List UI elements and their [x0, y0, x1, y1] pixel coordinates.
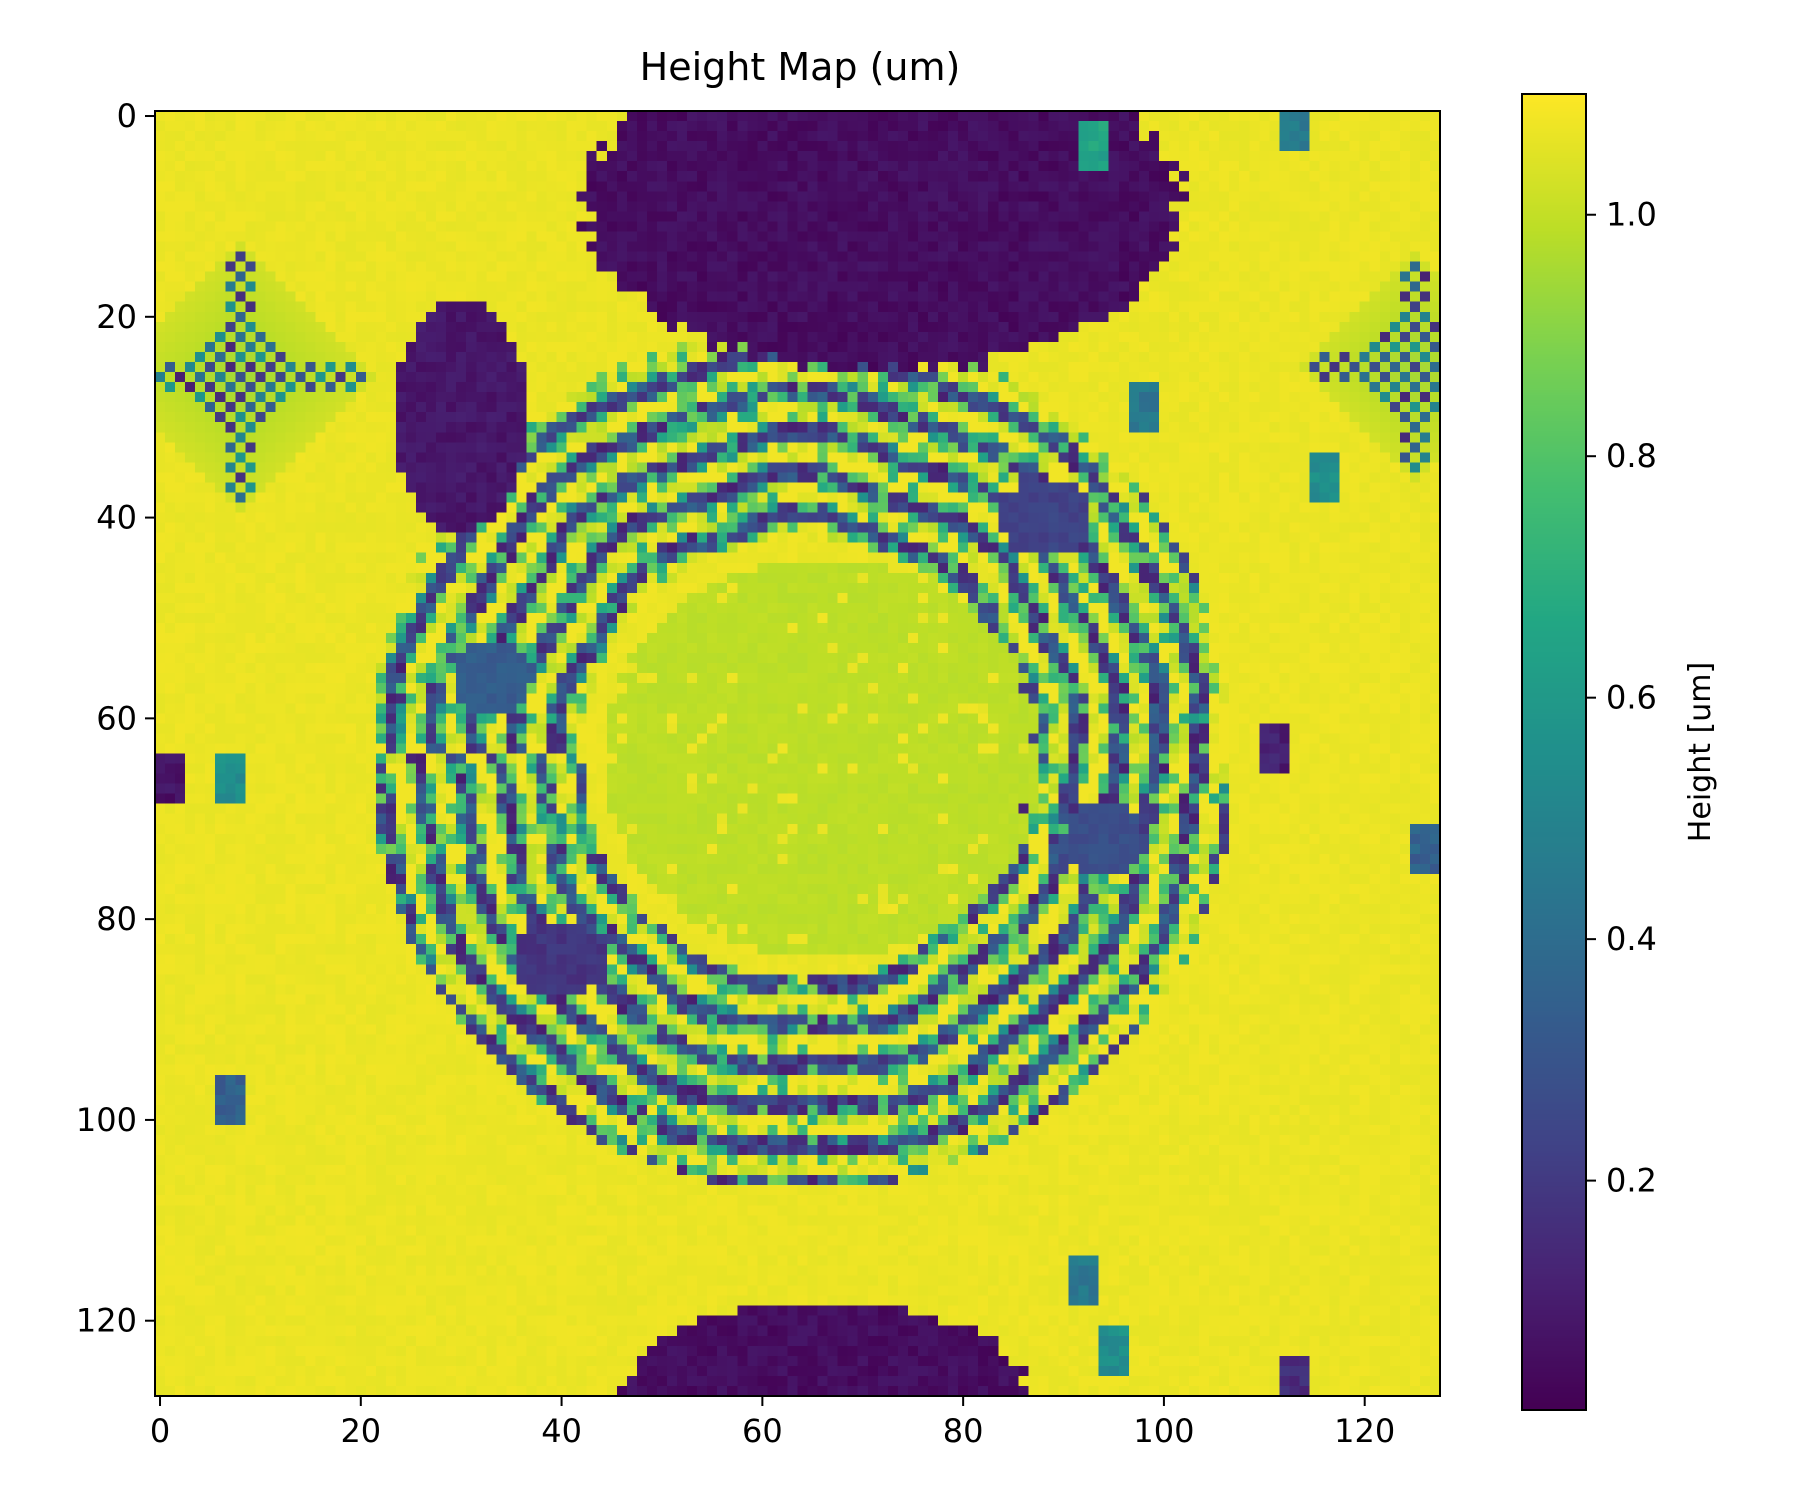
- colorbar: 0.2 0.4 0.6 0.8 1.0 Height [um]: [1521, 93, 1718, 1411]
- x-tick-label: 0: [150, 1412, 170, 1450]
- chart-title: Height Map (um): [640, 45, 961, 89]
- colorbar-tick-label: 0.4: [1606, 920, 1657, 958]
- x-tick-label: 100: [1133, 1412, 1194, 1450]
- y-axis: 0 20 40 60 80 100 120: [76, 97, 155, 1340]
- colorbar-tick-label: 1.0: [1606, 196, 1657, 234]
- y-tick-label: 120: [76, 1302, 137, 1340]
- y-tick-label: 80: [96, 900, 137, 938]
- y-tick-label: 0: [117, 97, 137, 135]
- x-tick-label: 60: [742, 1412, 783, 1450]
- colorbar-ticks: 0.2 0.4 0.6 0.8 1.0: [1586, 196, 1657, 1200]
- plot-frame: [154, 110, 1441, 1397]
- y-tick-label: 20: [96, 298, 137, 336]
- x-tick-label: 40: [541, 1412, 582, 1450]
- x-tick-label: 120: [1334, 1412, 1395, 1450]
- x-axis: 0 20 40 60 80 100 120: [150, 1396, 1395, 1450]
- y-tick-label: 40: [96, 499, 137, 537]
- y-tick-label: 100: [76, 1101, 137, 1139]
- colorbar-tick-label: 0.2: [1606, 1162, 1657, 1200]
- heatmap-image: [155, 111, 1440, 1396]
- y-tick-label: 60: [96, 699, 137, 737]
- colorbar-tick-label: 0.6: [1606, 679, 1657, 717]
- colorbar-frame: [1521, 93, 1587, 1411]
- x-tick-label: 20: [340, 1412, 381, 1450]
- x-tick-label: 80: [943, 1412, 984, 1450]
- colorbar-tick-label: 0.8: [1606, 437, 1657, 475]
- colorbar-label: Height [um]: [1683, 662, 1718, 842]
